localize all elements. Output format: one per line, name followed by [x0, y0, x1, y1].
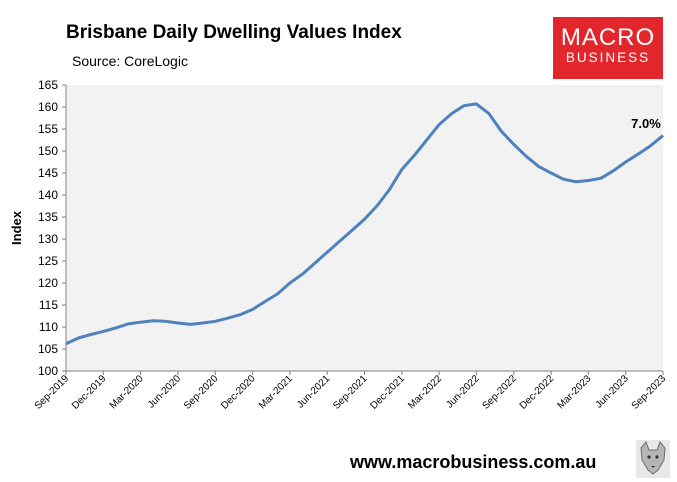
y-tick-label: 125: [38, 254, 58, 268]
y-tick-labels: 100 105 110 115 120 125 130 135 140 145 150 155 160 1…: [38, 78, 66, 378]
y-tick-label: 140: [38, 188, 58, 202]
x-tick-label: Jun-2021: [295, 373, 333, 411]
y-tick-label: 135: [38, 210, 58, 224]
x-tick-label: Jun-2020: [146, 373, 184, 411]
y-tick-label: 130: [38, 232, 58, 246]
y-tick-label: 155: [38, 122, 58, 136]
x-tick-label: Mar-2021: [257, 373, 295, 411]
y-tick-label: 110: [39, 320, 58, 334]
x-tick-label: Sep-2022: [480, 373, 519, 412]
x-tick-label: Jun-2022: [444, 373, 482, 411]
y-tick-label: 145: [38, 166, 58, 180]
website-url: www.macrobusiness.com.au: [350, 452, 597, 472]
chart-title: Brisbane Daily Dwelling Values Index: [66, 22, 402, 43]
y-tick-label: 115: [39, 298, 58, 312]
x-tick-label: Mar-2023: [555, 373, 593, 411]
wolf-icon: [636, 440, 670, 478]
x-tick-label: Sep-2019: [33, 373, 72, 412]
y-tick-label: 100: [38, 364, 58, 378]
x-tick-label: Mar-2022: [406, 373, 444, 411]
chart-subtitle: Source: CoreLogic: [72, 53, 188, 69]
x-tick-label: Dec-2020: [219, 373, 258, 412]
x-tick-label: Mar-2020: [108, 373, 146, 411]
y-tick-label: 105: [38, 342, 58, 356]
x-tick-label: Dec-2022: [518, 373, 557, 412]
y-tick-label: 150: [38, 144, 58, 158]
x-tick-label: Sep-2020: [182, 373, 221, 412]
x-tick-label: Jun-2023: [594, 373, 632, 411]
y-axis-label: Index: [9, 210, 24, 245]
y-tick-label: 160: [38, 100, 58, 114]
change-annotation: 7.0%: [631, 116, 661, 131]
logo-line-2: BUSINESS: [565, 50, 651, 65]
x-tick-label: Sep-2023: [630, 373, 669, 412]
plot-area: [66, 85, 663, 371]
series-line: [65, 102, 664, 346]
x-tick-label: Dec-2019: [70, 373, 109, 412]
y-tick-label: 165: [38, 78, 58, 92]
x-tick-label: Sep-2021: [331, 373, 370, 412]
logo-line-1: MACRO: [560, 24, 656, 51]
y-tick-label: 120: [38, 276, 58, 290]
x-tick-label: Dec-2021: [368, 373, 407, 412]
macrobusiness-logo: MACRO BUSINESS: [553, 17, 663, 79]
